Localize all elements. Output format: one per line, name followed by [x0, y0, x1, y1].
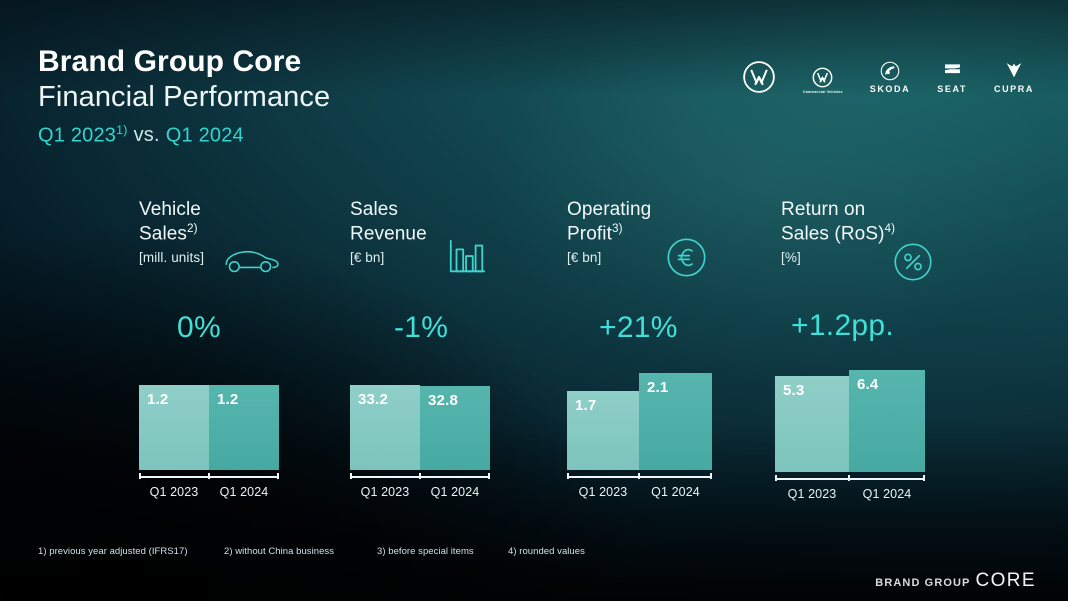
- volkswagen-commercial-vehicles-logo: Commercial Vehicles: [803, 48, 843, 94]
- chart-return-on-sales-axis: [775, 475, 925, 484]
- chart-return-on-sales-categories: Q1 2023 Q1 2024: [775, 487, 925, 501]
- kpi-sales-revenue-delta: -1%: [394, 311, 449, 344]
- percent-circle-icon: [893, 242, 933, 287]
- bar-sales-revenue-q1-2024: 32.8: [420, 386, 490, 470]
- kpi-vehicle-sales-header: Vehicle Sales2) [mill. units]: [139, 198, 339, 278]
- kpi-grid: Vehicle Sales2) [mill. units] 0% 1.2: [0, 198, 1068, 508]
- category-label: Q1 2024: [862, 487, 912, 501]
- footnote-row: 1) previous year adjusted (IFRS17) 2) wi…: [38, 546, 585, 557]
- bottom-brand-lockup: BRAND GROUP CORE: [875, 570, 1036, 592]
- period-comparison: Q1 20231) vs. Q1 2024: [38, 123, 330, 148]
- category-label: Q1 2023: [360, 485, 410, 499]
- kpi-return-on-sales-title: Return on Sales (RoS)4): [781, 199, 896, 245]
- bar-return-on-sales-q1-2024: 6.4: [849, 370, 925, 472]
- euro-circle-icon: [666, 237, 707, 283]
- cupra-caption: CUPRA: [993, 84, 1034, 94]
- kpi-operating-profit-delta: +21%: [599, 311, 678, 344]
- chart-vehicle-sales-plot: 1.2 1.2: [139, 384, 279, 470]
- bar-value: 2.1: [647, 379, 669, 396]
- kpi-sales-revenue-title: Sales Revenue: [350, 199, 427, 245]
- chart-operating-profit: 1.7 2.1 Q1 2023 Q1 2024: [567, 372, 712, 499]
- volkswagen-logo: [742, 48, 776, 94]
- kpi-sales-revenue-header: Sales Revenue [€ bn]: [350, 198, 550, 278]
- bar-vehicle-sales-q1-2023: 1.2: [139, 385, 209, 470]
- chart-vehicle-sales-axis: [139, 473, 279, 482]
- bar-value: 5.3: [783, 382, 805, 399]
- seat-caption: SEAT: [937, 84, 967, 94]
- skoda-logo: SKODA: [870, 48, 911, 94]
- chart-operating-profit-plot: 1.7 2.1: [567, 372, 712, 470]
- category-label: Q1 2023: [578, 485, 628, 499]
- slide-header: Brand Group Core Financial Performance Q…: [38, 44, 330, 147]
- kpi-vehicle-sales: Vehicle Sales2) [mill. units] 0% 1.2: [139, 198, 339, 499]
- kpi-sales-revenue: Sales Revenue [€ bn] -1% 33.2: [350, 198, 550, 499]
- category-label: Q1 2024: [651, 485, 700, 499]
- bar-return-on-sales-q1-2023: 5.3: [775, 376, 849, 472]
- skoda-caption: SKODA: [869, 84, 911, 94]
- kpi-vehicle-sales-title: Vehicle Sales2): [139, 199, 201, 245]
- footnote-3: 3) before special items: [377, 546, 474, 557]
- brand-logo-row: Commercial Vehicles SKODA SEAT CUPRA: [742, 48, 1034, 94]
- bar-value: 33.2: [358, 391, 388, 408]
- kpi-operating-profit-title: Operating Profit3): [567, 199, 652, 245]
- chart-vehicle-sales-categories: Q1 2023 Q1 2024: [139, 485, 279, 499]
- bottom-brand-prefix: BRAND GROUP: [875, 577, 971, 589]
- chart-sales-revenue-plot: 33.2 32.8: [350, 384, 490, 470]
- category-label: Q1 2024: [219, 485, 269, 499]
- seat-logo: SEAT: [937, 48, 967, 94]
- bar-value: 1.2: [147, 391, 169, 408]
- kpi-operating-profit: Operating Profit3) [€ bn] +21% 1.7: [567, 198, 777, 499]
- kpi-operating-profit-header: Operating Profit3) [€ bn]: [567, 198, 777, 278]
- chart-vehicle-sales: 1.2 1.2 Q1 2023 Q1 2024: [139, 384, 279, 499]
- category-label: Q1 2024: [430, 485, 480, 499]
- bar-value: 1.2: [217, 391, 239, 408]
- kpi-vehicle-sales-footnote-marker: 2): [187, 221, 198, 235]
- bar-value: 6.4: [857, 376, 879, 393]
- bar-chart-icon: [446, 236, 488, 283]
- kpi-return-on-sales: Return on Sales (RoS)4) [%] +1.2pp. 5.3: [775, 198, 1011, 501]
- chart-sales-revenue-categories: Q1 2023 Q1 2024: [350, 485, 490, 499]
- bar-vehicle-sales-q1-2024: 1.2: [209, 385, 279, 470]
- footnote-4: 4) rounded values: [508, 546, 585, 557]
- kpi-return-on-sales-footnote-marker: 4): [884, 221, 896, 235]
- category-label: Q1 2023: [149, 485, 199, 499]
- footnote-2: 2) without China business: [224, 546, 335, 557]
- vs-label: vs.: [133, 124, 160, 147]
- chart-return-on-sales-plot: 5.3 6.4: [775, 370, 925, 472]
- page-subtitle: Financial Performance: [38, 81, 331, 114]
- chart-operating-profit-categories: Q1 2023 Q1 2024: [567, 485, 712, 499]
- kpi-return-on-sales-header: Return on Sales (RoS)4) [%]: [781, 198, 1011, 281]
- kpi-operating-profit-unit: [€ bn]: [567, 250, 602, 266]
- bar-value: 1.7: [575, 397, 597, 414]
- bar-value: 32.8: [428, 392, 458, 409]
- bar-operating-profit-q1-2023: 1.7: [567, 391, 639, 470]
- kpi-return-on-sales-unit: [%]: [781, 250, 801, 266]
- period-previous: Q1 2023: [38, 124, 117, 147]
- period-previous-footnote-marker: 1): [116, 122, 128, 137]
- chart-sales-revenue-axis: [350, 473, 490, 482]
- car-icon: [223, 247, 281, 280]
- chart-return-on-sales: 5.3 6.4 Q1 2023 Q1 2024: [775, 370, 925, 501]
- category-label: Q1 2023: [787, 487, 837, 501]
- volkswagen-commercial-vehicles-caption: Commercial Vehicles: [802, 89, 843, 94]
- cupra-logo: CUPRA: [994, 48, 1034, 94]
- kpi-operating-profit-footnote-marker: 3): [611, 221, 623, 235]
- chart-sales-revenue: 33.2 32.8 Q1 2023 Q1 2024: [350, 384, 490, 499]
- kpi-vehicle-sales-delta: 0%: [177, 311, 221, 344]
- bar-sales-revenue-q1-2023: 33.2: [350, 385, 420, 470]
- bottom-brand-core: CORE: [975, 570, 1036, 591]
- kpi-sales-revenue-unit: [€ bn]: [350, 250, 385, 266]
- bar-operating-profit-q1-2024: 2.1: [639, 373, 712, 470]
- chart-operating-profit-axis: [567, 473, 712, 482]
- page-title: Brand Group Core: [38, 45, 302, 78]
- kpi-return-on-sales-delta: +1.2pp.: [791, 309, 895, 342]
- footnote-1: 1) previous year adjusted (IFRS17): [38, 546, 188, 557]
- period-current: Q1 2024: [165, 124, 244, 147]
- kpi-vehicle-sales-unit: [mill. units]: [139, 250, 205, 266]
